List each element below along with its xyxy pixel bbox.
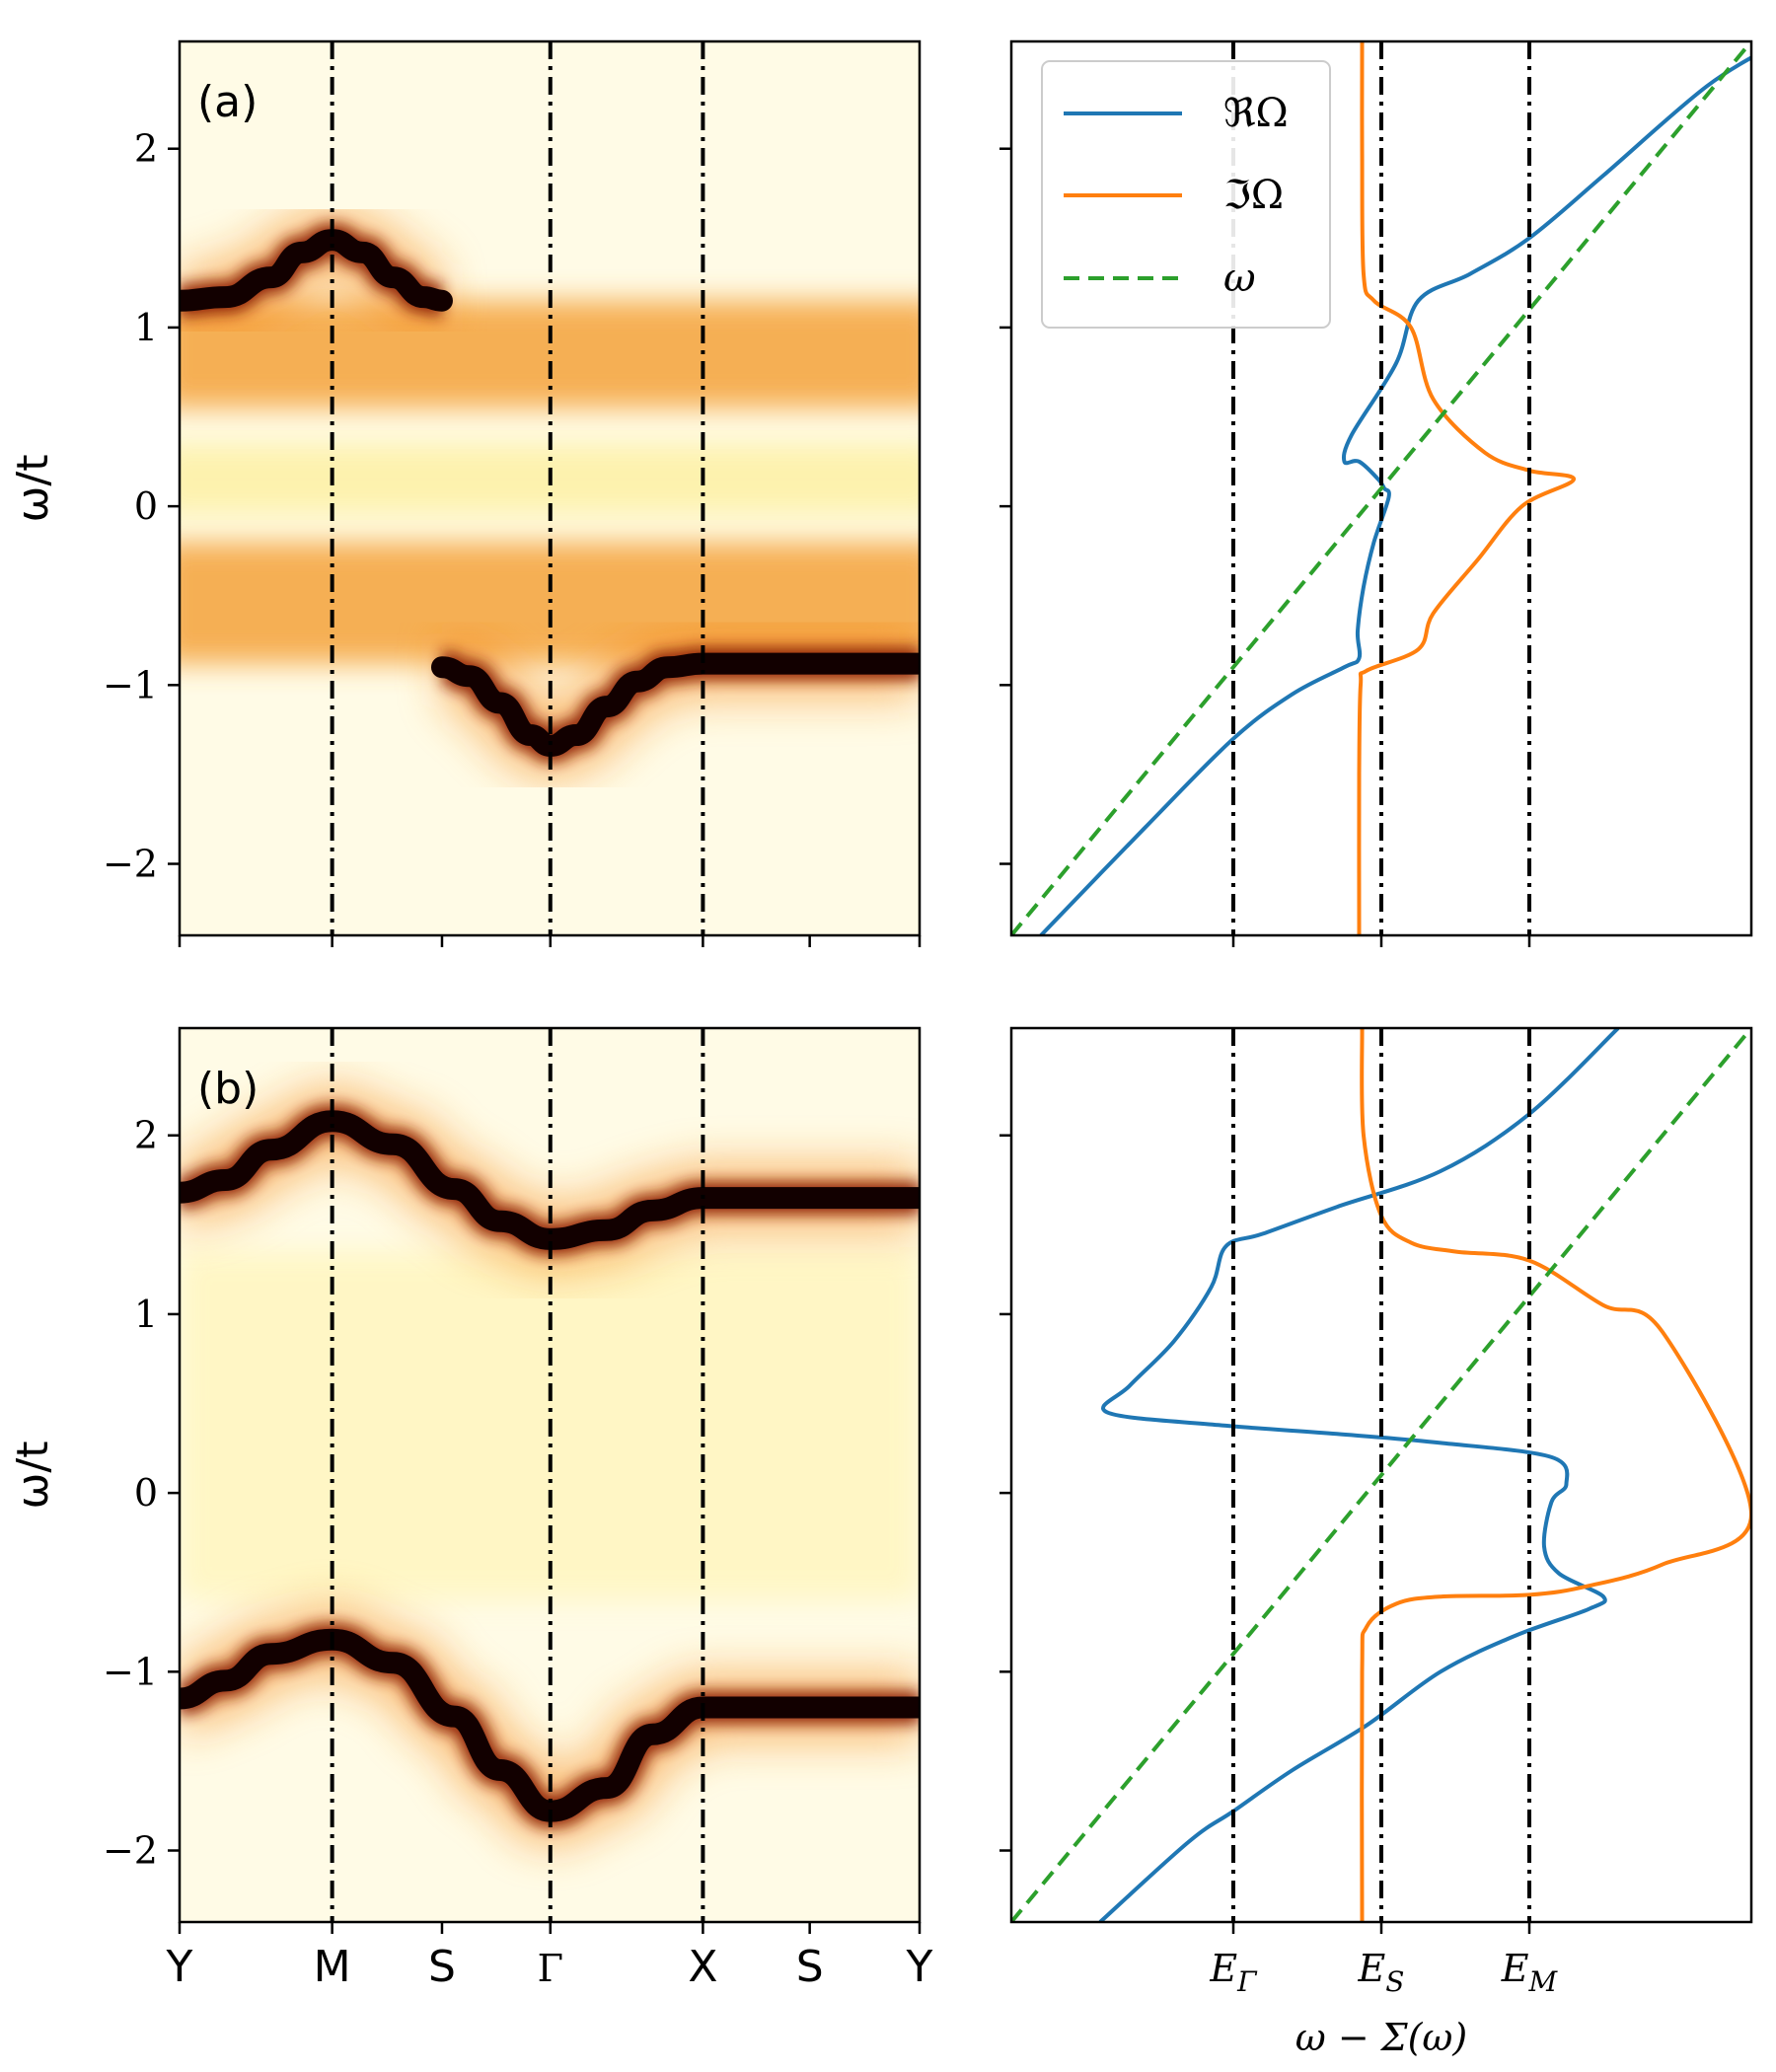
xtick-label: S [428,1942,456,1992]
series-2 [1011,1028,1751,1922]
legend: ℜΩ ℑΩ ω [1041,60,1331,329]
series-1 [1357,41,1577,935]
ytick-label: 2 [134,127,158,171]
ytick-label: −2 [103,843,158,886]
series-0 [1098,1028,1620,1922]
band-lower [180,1628,920,1822]
legend-box [1041,60,1331,329]
xtick-label: S [796,1942,824,1992]
xtick-label: ES [1358,1947,1405,1998]
ytick-label: 0 [134,484,158,528]
ylabel-a: ω/t [8,455,58,523]
legend-label-omega: ω [1223,256,1256,301]
xtick-label: X [688,1942,717,1992]
ytick-label: 0 [134,1471,158,1515]
ytick-label: −1 [103,663,158,706]
xlabel-self-energy: ω − Σ(ω) [1295,2016,1468,2059]
band-upper [180,1110,920,1250]
xtick-label: M [314,1942,351,1992]
xtick-label: Γ [538,1947,563,1990]
panel-b-self-energy: EΓ ES EM [999,1026,1753,1998]
ylabel-b: ω/t [8,1442,58,1510]
ytick-label: 1 [134,1293,158,1336]
ytick-label: −1 [103,1650,158,1693]
panel-a-spectral: −2 −1 0 1 2 [103,39,922,947]
panel-b-spectral: −2 −1 0 1 2 Y M S Γ X S Y [103,1026,933,1992]
legend-label-re: ℜΩ [1223,91,1289,136]
ytick-label: 1 [134,306,158,349]
band-upper [180,229,453,312]
band-lower [430,652,920,757]
ytick-label: 2 [134,1114,158,1157]
xtick-label: EM [1501,1947,1559,1998]
series-2 [1011,41,1751,935]
xtick-label: Y [906,1942,933,1992]
panel-label-a: (a) [197,77,258,127]
xtick-label: EΓ [1209,1947,1258,1998]
panel-label-b: (b) [197,1064,259,1114]
xtick-label: Y [166,1942,193,1992]
legend-label-im: ℑΩ [1223,173,1284,218]
ytick-label: −2 [103,1829,158,1873]
